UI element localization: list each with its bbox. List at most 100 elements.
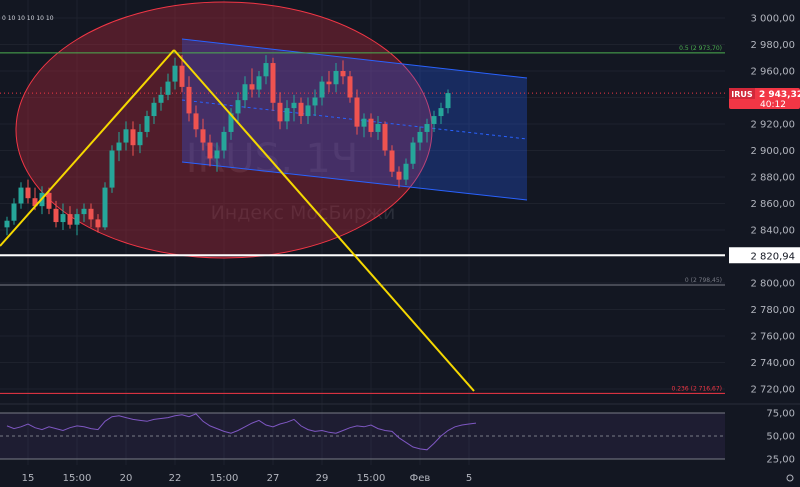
watermark-symbol: IRUS, 1Ч xyxy=(186,136,359,182)
indicator-values: 0 10 10 10 10 10 xyxy=(2,15,54,22)
time-tick-label: 15:00 xyxy=(63,473,92,484)
time-tick-label: Фев xyxy=(410,473,431,484)
candle-body xyxy=(25,187,31,199)
candle-body xyxy=(214,150,220,159)
price-tick-label: 2 760,00 xyxy=(750,332,795,343)
candle-body xyxy=(207,142,213,159)
candle-body xyxy=(109,150,115,188)
candle-body xyxy=(81,208,87,215)
candle-body xyxy=(102,187,108,228)
price-tick-label: 3 000,00 xyxy=(750,14,795,25)
candle-body xyxy=(95,219,101,228)
candle-body xyxy=(144,116,150,132)
candle-body xyxy=(424,124,430,132)
candles xyxy=(4,55,451,236)
candle-body xyxy=(165,81,171,95)
candle-body xyxy=(403,163,409,180)
rsi-level-label: 25,00 xyxy=(766,455,795,466)
candle-body xyxy=(368,118,374,132)
candle-body xyxy=(4,220,10,228)
price-tick-label: 2 800,00 xyxy=(750,279,795,290)
candle-body xyxy=(186,86,192,114)
price-tick-label: 2 900,00 xyxy=(750,146,795,157)
candle-body xyxy=(88,208,94,220)
candle-body xyxy=(375,124,381,132)
candle-body xyxy=(67,214,73,225)
candle-body xyxy=(158,94,164,103)
candle-body xyxy=(151,102,157,117)
candle-body xyxy=(130,129,136,146)
time-tick-label: 5 xyxy=(466,473,472,484)
candle-body xyxy=(18,187,24,204)
time-tick-label: 15 xyxy=(22,473,35,484)
time-tick-label: 15:00 xyxy=(357,473,386,484)
candle-body xyxy=(438,108,444,117)
channel-middle-line[interactable] xyxy=(181,99,528,140)
trendline-down[interactable] xyxy=(173,49,475,392)
watermark-subtitle: Индекс МосБиржи xyxy=(211,202,396,224)
candle-body xyxy=(74,214,80,225)
candle-body xyxy=(256,76,262,90)
candle-body xyxy=(382,124,388,151)
candle-body xyxy=(263,63,269,77)
candle-body xyxy=(417,131,423,143)
badge-price: 2 943,32 xyxy=(759,90,800,100)
fib-level-label: 0.236 (2 716,67) xyxy=(672,385,722,392)
time-tick-label: 22 xyxy=(169,473,182,484)
candle-body xyxy=(116,142,122,151)
candle-body xyxy=(389,150,395,172)
candle-body xyxy=(137,131,143,146)
time-tick-label: 20 xyxy=(120,473,133,484)
candle-body xyxy=(319,81,325,98)
price-tick-label: 2 780,00 xyxy=(750,305,795,316)
candle-body xyxy=(354,97,360,127)
fib-levels: 0.5 (2 973,70) 0 (2 798,45) 0.236 (2 716,6… xyxy=(0,45,725,394)
candle-body xyxy=(347,76,353,98)
candle-body xyxy=(11,203,17,221)
settings-icon[interactable] xyxy=(786,474,794,482)
horizontal-line-value: 2 820,94 xyxy=(750,251,795,262)
candle-body xyxy=(46,192,52,209)
price-tick-label: 2 720,00 xyxy=(750,385,795,396)
candle-body xyxy=(193,113,199,130)
candle-body xyxy=(228,113,234,132)
channel-lower-line[interactable] xyxy=(181,161,528,201)
trendline-up[interactable] xyxy=(0,49,175,247)
time-tick-label: 15:00 xyxy=(210,473,239,484)
price-axis[interactable]: 3 000,002 980,002 960,002 940,002 920,00… xyxy=(729,14,800,396)
candle-body xyxy=(340,71,346,77)
price-tick-label: 2 880,00 xyxy=(750,173,795,184)
rsi-level-label: 75,00 xyxy=(766,409,795,420)
candle-body xyxy=(305,105,311,117)
time-axis[interactable]: 15 15:00 20 22 15:00 27 29 15:00 Фев 5 xyxy=(22,473,473,484)
channel-upper-line[interactable] xyxy=(181,38,528,79)
candle-body xyxy=(172,65,178,82)
candle-body xyxy=(410,142,416,164)
candle-body xyxy=(235,100,241,114)
price-tick-label: 2 860,00 xyxy=(750,199,795,210)
candle-body xyxy=(291,102,297,109)
candle-body xyxy=(249,84,255,90)
rsi-line xyxy=(6,413,477,451)
candle-body xyxy=(277,102,283,122)
rsi-level-label: 50,00 xyxy=(766,432,795,443)
candle-body xyxy=(60,214,66,223)
candle-body xyxy=(32,198,38,207)
horizontal-line-badge xyxy=(729,247,800,264)
candle-body xyxy=(445,93,451,109)
candle-body xyxy=(200,129,206,143)
candle-body xyxy=(333,71,339,85)
candle-body xyxy=(221,131,227,151)
fib-level-label: 0.5 (2 973,70) xyxy=(679,45,722,52)
candle-body xyxy=(270,63,276,103)
price-tick-label: 2 840,00 xyxy=(750,226,795,237)
candle-body xyxy=(284,108,290,122)
rsi-pane: 75,00 50,00 25,00 xyxy=(0,403,800,466)
fib-level-label: 0 (2 798,45) xyxy=(685,277,722,284)
candle-body xyxy=(179,65,185,87)
candle-body xyxy=(396,171,402,180)
time-tick-label: 27 xyxy=(267,473,280,484)
candle-body xyxy=(312,97,318,106)
